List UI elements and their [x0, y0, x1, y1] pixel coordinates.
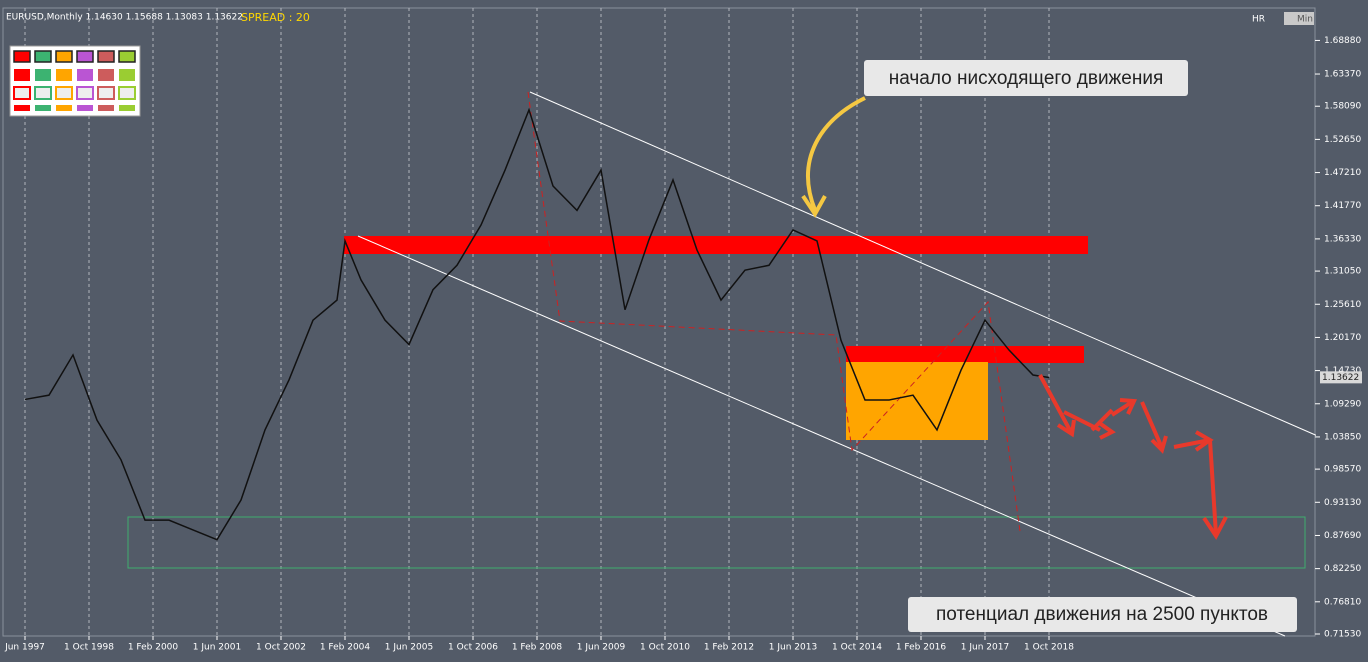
swatch — [14, 105, 30, 111]
x-tick-label: 1 Feb 2012 — [704, 643, 754, 653]
grid — [24, 8, 1050, 636]
swatch — [13, 50, 31, 63]
x-tick-label: 1 Jun 2017 — [961, 643, 1009, 653]
button-label[interactable]: Min — [1297, 15, 1313, 25]
x-tick-label: 1 Jun 2013 — [769, 643, 817, 653]
swatch — [97, 86, 115, 100]
x-tick-label: 1 Oct 2014 — [832, 643, 882, 653]
x-tick-label: 1 Oct 1998 — [64, 643, 114, 653]
projection-arrows — [1038, 374, 1228, 540]
y-tick-label: 1.09290 — [1324, 399, 1361, 409]
swatch — [55, 50, 73, 63]
channel-line — [529, 91, 1321, 438]
x-tick-label: 1 Feb 2004 — [320, 643, 371, 653]
y-tick-label: 1.68880 — [1324, 36, 1361, 46]
y-axis-band — [1316, 0, 1368, 662]
x-tick-label: 1 Jun 2005 — [385, 643, 433, 653]
x-tick-label: Jun 1997 — [4, 643, 45, 653]
x-axis-band — [0, 637, 1368, 662]
x-tick-label: 1 Oct 2006 — [448, 643, 498, 653]
y-tick-label: 0.87690 — [1324, 531, 1361, 541]
swatch — [76, 50, 94, 63]
x-tick-label: 1 Feb 2008 — [512, 643, 563, 653]
swatch — [56, 69, 72, 81]
swatch — [35, 69, 51, 81]
y-tick-label: 1.25610 — [1324, 300, 1361, 310]
x-tick-label: 1 Oct 2018 — [1024, 643, 1074, 653]
annotation-box — [908, 597, 1297, 632]
callout-arrow — [806, 96, 866, 211]
plot-frame — [2, 7, 1316, 637]
y-tick-label: 1.03850 — [1324, 432, 1361, 442]
last-price-box — [1320, 371, 1362, 384]
swatch — [97, 50, 115, 63]
y-tick-label: 0.82250 — [1324, 564, 1361, 574]
swatch — [76, 86, 94, 100]
resistance-zone — [846, 346, 1084, 363]
annotation: начало нисходящего движения — [889, 68, 1163, 89]
x-tick-label: 1 Jun 2009 — [577, 643, 626, 653]
price-series — [24, 107, 1050, 541]
button-label[interactable]: HR — [1252, 15, 1265, 25]
color-palette[interactable] — [9, 45, 141, 117]
button[interactable] — [1250, 12, 1282, 25]
annotation: потенциал движения на 2500 пунктов — [936, 604, 1268, 625]
y-tick-label: 0.98570 — [1324, 465, 1361, 475]
swatch — [98, 105, 114, 111]
last-price-label: 1.13622 — [1322, 373, 1359, 383]
y-tick-label: 1.52650 — [1324, 135, 1361, 145]
resistance-zone — [344, 236, 1088, 254]
spread: SPREAD : 20 — [241, 11, 310, 24]
y-tick-label: 1.14730 — [1324, 366, 1361, 376]
y-tick-label: 0.93130 — [1324, 498, 1361, 508]
x-tick-label: 1 Feb 2016 — [896, 643, 947, 653]
swatch — [118, 86, 136, 100]
y-tick-label: 0.71530 — [1324, 629, 1361, 639]
swatch — [35, 105, 51, 111]
swatch — [34, 50, 52, 63]
swatch — [77, 105, 93, 111]
channel-line — [357, 235, 1286, 637]
swatch — [55, 86, 73, 100]
swatch — [119, 105, 135, 111]
callout-arrow-head — [801, 194, 827, 218]
zigzag — [527, 91, 1021, 532]
y-tick-label: 1.63370 — [1324, 70, 1361, 80]
swatch — [13, 86, 31, 100]
y-tick-label: 1.41770 — [1324, 201, 1361, 211]
swatch — [118, 50, 136, 63]
button[interactable] — [1284, 12, 1314, 25]
support-zone — [127, 516, 1306, 569]
y-tick-label: 0.76810 — [1324, 597, 1361, 607]
symbol-info: EURUSD,Monthly 1.14630 1.15688 1.13083 1… — [6, 13, 243, 23]
swatch — [119, 69, 135, 81]
y-tick-label: 1.58090 — [1324, 102, 1361, 112]
annotation-box — [864, 60, 1188, 96]
swatch — [77, 69, 93, 81]
swatch — [56, 105, 72, 111]
x-tick-label: 1 Oct 2010 — [640, 643, 690, 653]
y-tick-label: 1.20170 — [1324, 333, 1361, 343]
x-tick-label: 1 Feb 2000 — [128, 643, 179, 653]
y-tick-label: 1.47210 — [1324, 168, 1361, 178]
price-line — [24, 107, 1050, 541]
y-tick-label: 1.31050 — [1324, 267, 1361, 277]
swatch — [34, 86, 52, 100]
swatch — [14, 69, 30, 81]
swatch — [98, 69, 114, 81]
y-tick-label: 1.36330 — [1324, 234, 1361, 244]
x-tick-label: 1 Jun 2001 — [193, 643, 241, 653]
x-tick-label: 1 Oct 2002 — [256, 643, 306, 653]
